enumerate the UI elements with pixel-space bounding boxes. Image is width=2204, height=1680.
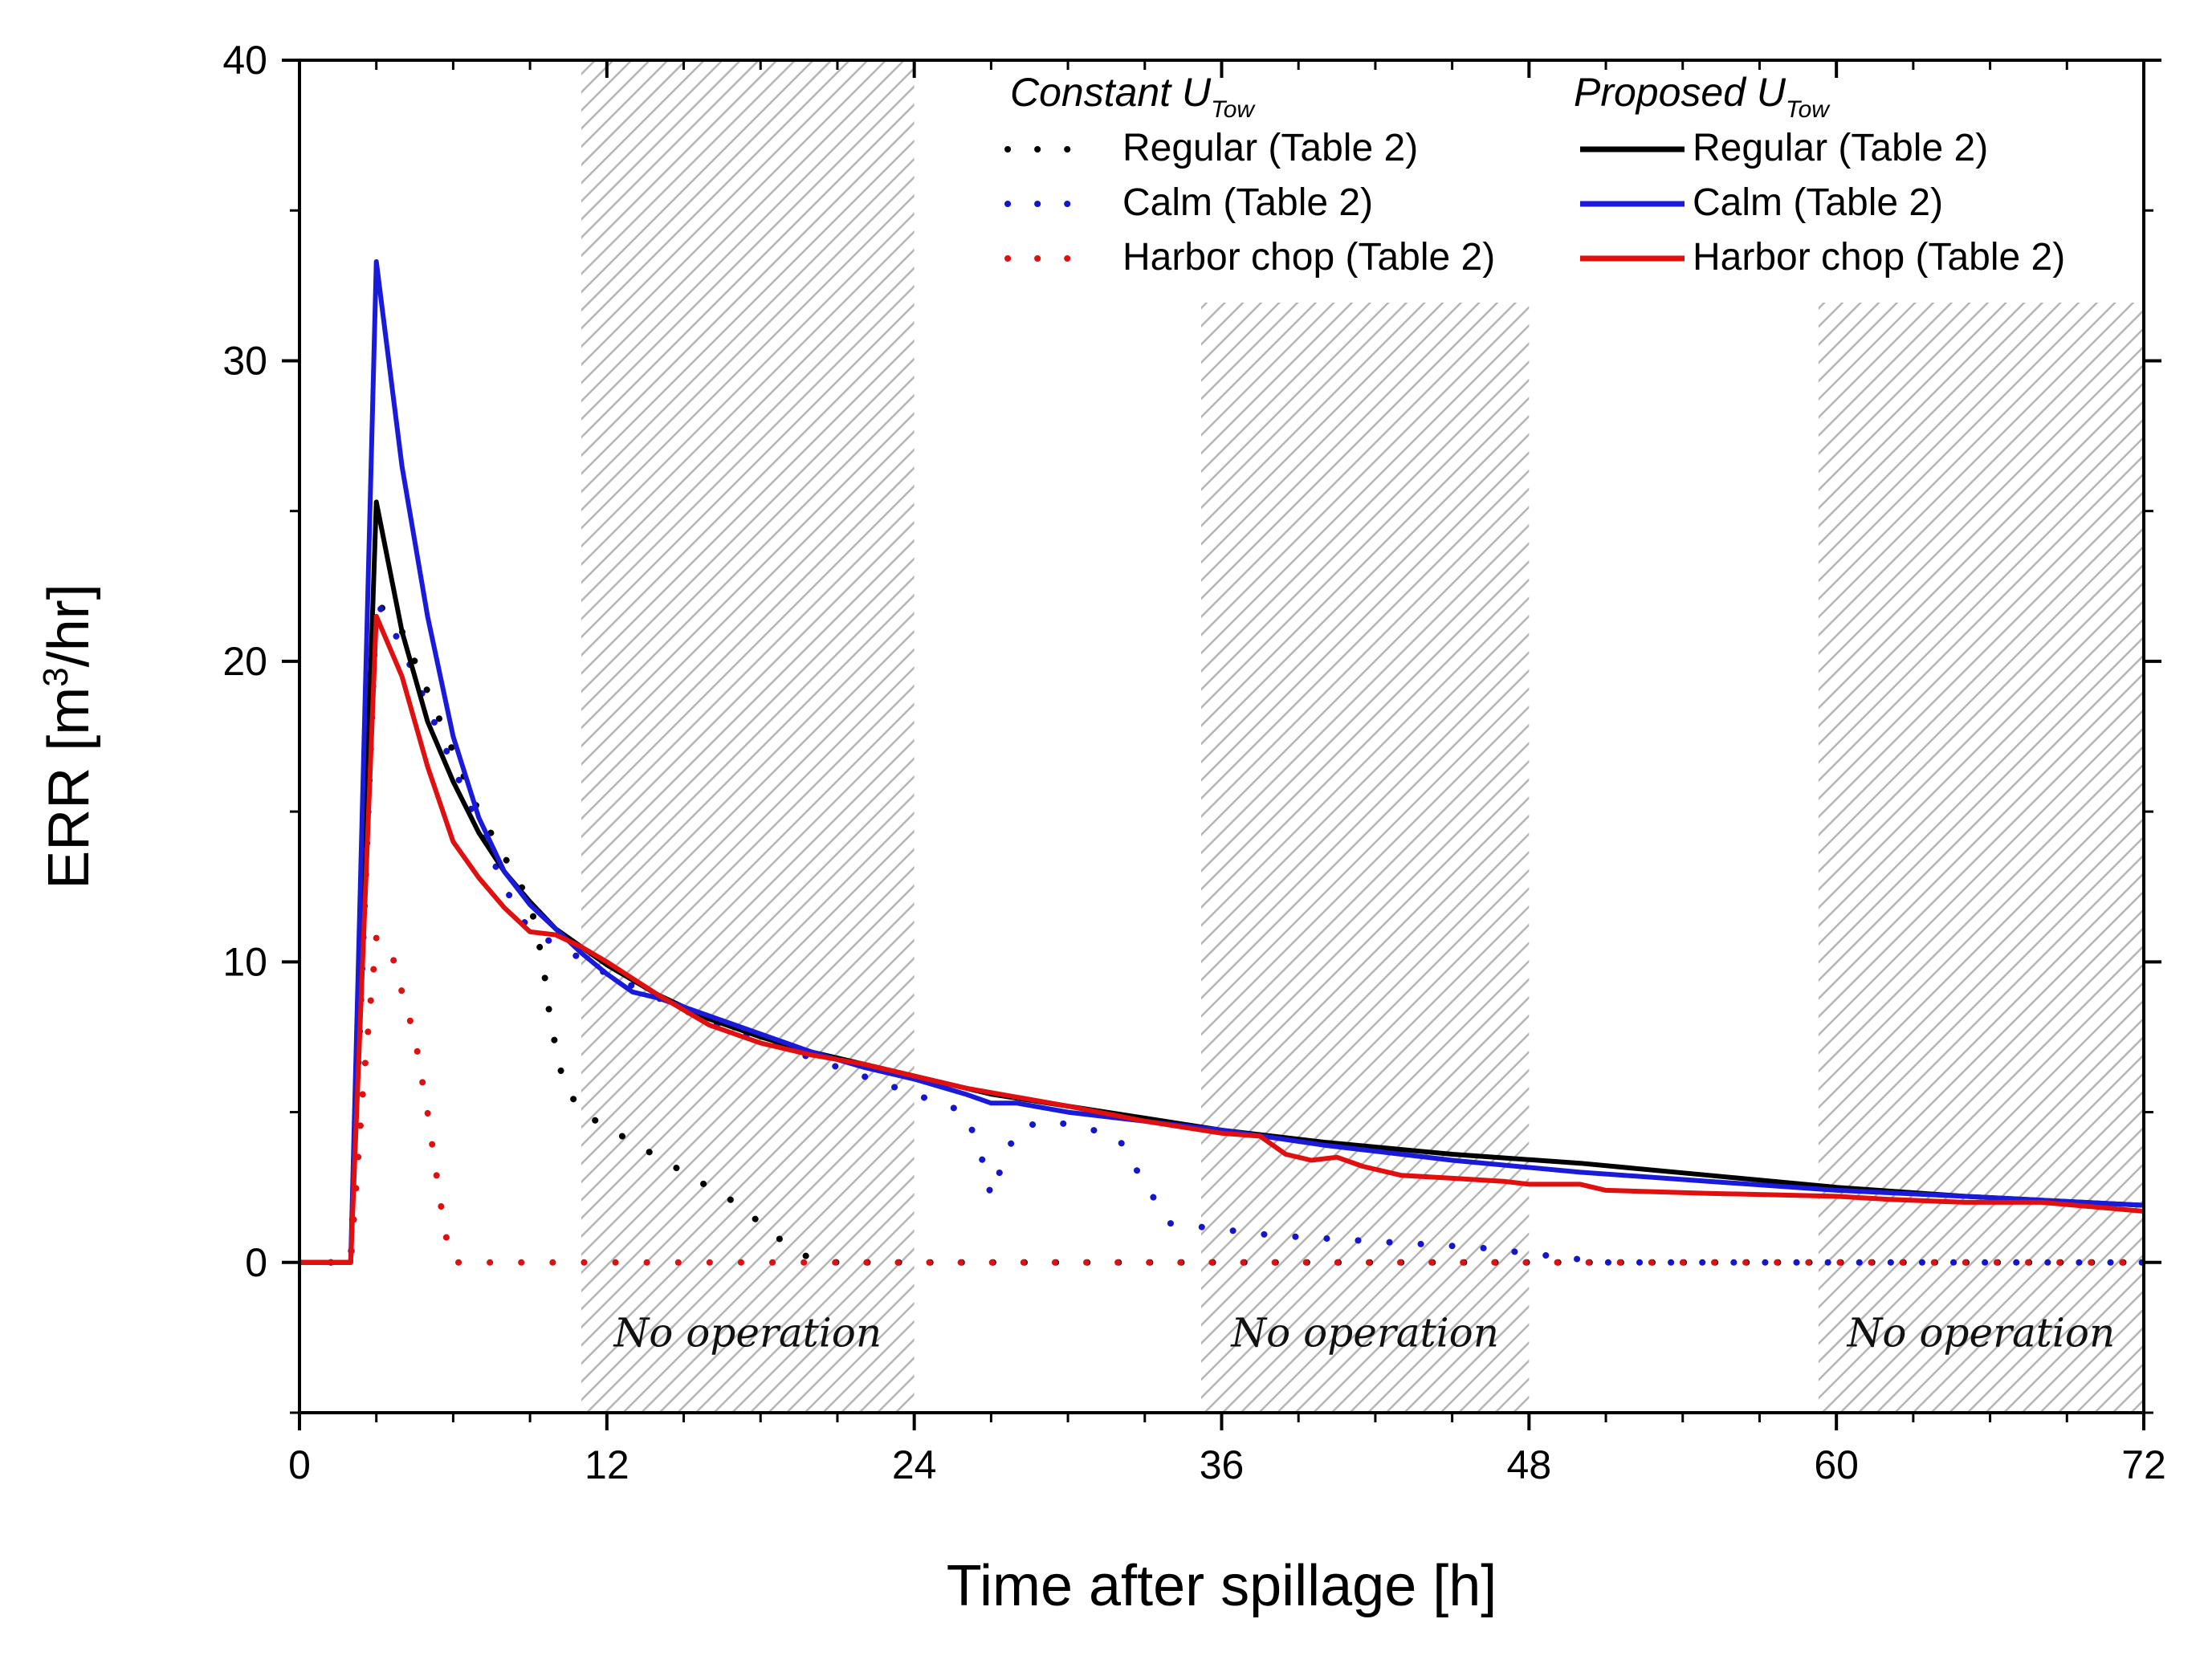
x-tick-label: 48 — [1507, 1442, 1552, 1487]
no-operation-band — [581, 60, 915, 1413]
axes: 0 12 24 36 48 60 72 0 10 20 30 40 Time after spillag… — [36, 38, 2166, 1618]
series-line-proposed-calm — [299, 258, 2144, 1265]
legend-entry-label: Harbor chop (Table 2) — [1693, 236, 2065, 279]
x-tick-label: 12 — [585, 1442, 629, 1487]
legend-entry-label: Regular (Table 2) — [1122, 127, 1418, 169]
x-tick-label: 72 — [2121, 1442, 2166, 1487]
legend-header-proposed: Proposed UTow — [1574, 70, 1831, 123]
legend-entry-label: Calm (Table 2) — [1122, 181, 1373, 224]
x-tick-label: 24 — [892, 1442, 937, 1487]
legend-entry-label: Calm (Table 2) — [1693, 181, 1943, 224]
y-tick-label: 0 — [245, 1240, 267, 1285]
y-tick-label: 40 — [222, 38, 267, 83]
y-axis-title: ERR [m3/hr] — [36, 584, 101, 889]
y-tick-label: 10 — [222, 939, 267, 984]
series-line-constant-regular — [299, 592, 2144, 1266]
no-operation-label: No operation — [613, 1310, 882, 1357]
legend: Constant UTow Proposed UTow Regular (Tab… — [986, 62, 2142, 303]
x-tick-label: 60 — [1814, 1442, 1859, 1487]
x-tick-label: 36 — [1200, 1442, 1245, 1487]
x-tick-label: 0 — [288, 1442, 311, 1487]
no-operation-label: No operation — [1230, 1310, 1499, 1357]
no-operation-label: No operation — [1847, 1310, 2116, 1357]
y-tick-label: 30 — [222, 338, 267, 383]
data-series — [299, 258, 2144, 1266]
series-line-proposed-harbor — [299, 613, 2144, 1265]
series-line-proposed-regular — [299, 499, 2144, 1265]
x-axis-title: Time after spillage [h] — [947, 1554, 1497, 1618]
y-tick-label: 20 — [222, 639, 267, 684]
legend-background — [986, 62, 2142, 303]
legend-entry-label: Harbor chop (Table 2) — [1122, 236, 1495, 279]
legend-entry-label: Regular (Table 2) — [1693, 127, 1988, 169]
legend-header-constant: Constant UTow — [1010, 70, 1256, 123]
